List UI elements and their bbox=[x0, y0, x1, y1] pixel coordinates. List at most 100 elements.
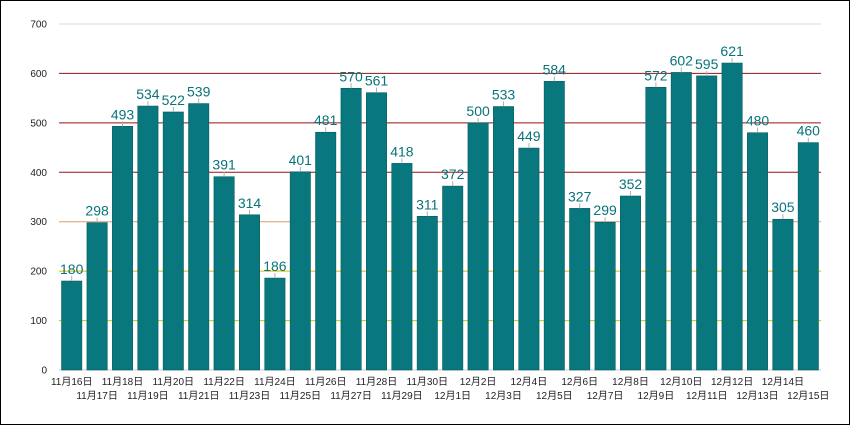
bar bbox=[416, 215, 438, 371]
bar bbox=[670, 72, 692, 371]
y-tick-label: 600 bbox=[30, 69, 47, 80]
x-tick-label: 11月21日 bbox=[178, 390, 220, 402]
bar bbox=[289, 171, 311, 371]
x-tick-label: 11月29日 bbox=[381, 390, 423, 402]
data-label: 311 bbox=[416, 196, 439, 212]
data-label: 460 bbox=[797, 123, 821, 139]
x-tick-label: 11月27日 bbox=[330, 390, 372, 402]
data-label: 391 bbox=[212, 157, 236, 173]
x-tick-label: 12月9日 bbox=[638, 390, 675, 402]
bar bbox=[239, 214, 260, 371]
data-label: 572 bbox=[644, 67, 668, 83]
bar bbox=[391, 163, 413, 371]
data-label: 602 bbox=[670, 52, 694, 68]
bar bbox=[366, 92, 387, 371]
data-label: 621 bbox=[720, 43, 744, 59]
bar bbox=[188, 103, 210, 371]
bar bbox=[162, 111, 184, 371]
data-label: 481 bbox=[314, 112, 338, 128]
bar bbox=[493, 106, 514, 371]
x-tick-label: 11月26日 bbox=[305, 376, 347, 388]
data-label: 584 bbox=[543, 61, 567, 77]
data-label: 561 bbox=[365, 73, 389, 89]
x-tick-label: 11月22日 bbox=[203, 376, 245, 388]
x-tick-label: 12月6日 bbox=[561, 376, 598, 388]
data-label: 180 bbox=[60, 261, 84, 277]
x-tick-label: 12月5日 bbox=[536, 390, 573, 402]
bar bbox=[569, 208, 591, 371]
y-tick-label: 400 bbox=[30, 168, 47, 179]
bar bbox=[645, 86, 667, 371]
data-label: 186 bbox=[263, 258, 287, 274]
bar bbox=[518, 147, 540, 371]
x-tick-label: 12月14日 bbox=[762, 376, 804, 388]
bar bbox=[620, 195, 641, 371]
bar bbox=[442, 185, 464, 371]
data-label: 298 bbox=[85, 203, 109, 219]
x-tick-label: 12月15日 bbox=[787, 390, 829, 402]
data-label: 493 bbox=[111, 106, 135, 122]
y-tick-label: 500 bbox=[30, 118, 47, 129]
y-tick-label: 200 bbox=[30, 267, 47, 278]
data-label: 327 bbox=[568, 188, 592, 204]
bar bbox=[721, 62, 743, 371]
data-label: 534 bbox=[136, 86, 160, 102]
x-tick-label: 11月24日 bbox=[254, 376, 296, 388]
data-label: 449 bbox=[517, 128, 541, 144]
x-tick-label: 12月12日 bbox=[711, 376, 753, 388]
x-tick-label: 11月28日 bbox=[356, 376, 398, 388]
bar bbox=[340, 87, 362, 371]
data-label: 533 bbox=[492, 87, 516, 103]
data-label: 305 bbox=[771, 199, 795, 215]
x-tick-label: 12月7日 bbox=[587, 390, 624, 402]
data-label: 352 bbox=[619, 176, 643, 192]
data-label: 480 bbox=[746, 113, 770, 129]
x-tick-label: 12月11日 bbox=[686, 390, 728, 402]
data-label: 570 bbox=[339, 68, 363, 84]
x-axis-ticks: 11月16日 11月17日 11月18日 11月19日 11月20日 11月21日 11月2… bbox=[51, 376, 829, 402]
x-tick-label: 11月30日 bbox=[407, 376, 449, 388]
bars bbox=[61, 62, 819, 371]
bar bbox=[112, 126, 133, 371]
y-axis-ticks: 0 100 200 300 400 500 600 700 bbox=[30, 20, 47, 377]
y-tick-label: 0 bbox=[41, 366, 47, 377]
bar bbox=[696, 75, 718, 371]
y-tick-label: 700 bbox=[30, 20, 47, 31]
x-tick-label: 12月13日 bbox=[736, 390, 778, 402]
y-tick-label: 100 bbox=[30, 316, 47, 327]
data-label: 500 bbox=[466, 103, 490, 119]
x-tick-label: 11月19日 bbox=[127, 390, 169, 402]
bar bbox=[747, 132, 768, 371]
bar bbox=[86, 222, 108, 371]
bar bbox=[543, 81, 565, 371]
x-tick-label: 11月16日 bbox=[51, 376, 93, 388]
bar bbox=[797, 142, 819, 371]
x-tick-label: 12月4日 bbox=[511, 376, 548, 388]
x-tick-label: 11月23日 bbox=[229, 390, 271, 402]
x-tick-label: 11月18日 bbox=[102, 376, 144, 388]
x-tick-label: 12月8日 bbox=[612, 376, 649, 388]
grid-lines bbox=[59, 23, 821, 371]
bar bbox=[594, 221, 616, 371]
data-label: 539 bbox=[187, 84, 211, 100]
data-label: 595 bbox=[695, 56, 719, 72]
data-label: 372 bbox=[441, 166, 465, 182]
bar bbox=[315, 131, 337, 371]
data-label: 418 bbox=[390, 143, 414, 159]
data-label: 314 bbox=[238, 195, 262, 211]
bar bbox=[213, 176, 235, 371]
bar bbox=[467, 122, 489, 371]
data-label: 401 bbox=[289, 152, 313, 168]
x-tick-label: 12月1日 bbox=[434, 390, 471, 402]
x-tick-label: 12月3日 bbox=[485, 390, 522, 402]
x-tick-label: 11月25日 bbox=[280, 390, 322, 402]
x-tick-label: 11月17日 bbox=[76, 390, 118, 402]
y-tick-label: 300 bbox=[30, 217, 47, 228]
x-tick-label: 12月10日 bbox=[660, 376, 702, 388]
x-tick-label: 12月2日 bbox=[460, 376, 497, 388]
bar bbox=[137, 105, 159, 371]
bar bbox=[264, 277, 286, 371]
